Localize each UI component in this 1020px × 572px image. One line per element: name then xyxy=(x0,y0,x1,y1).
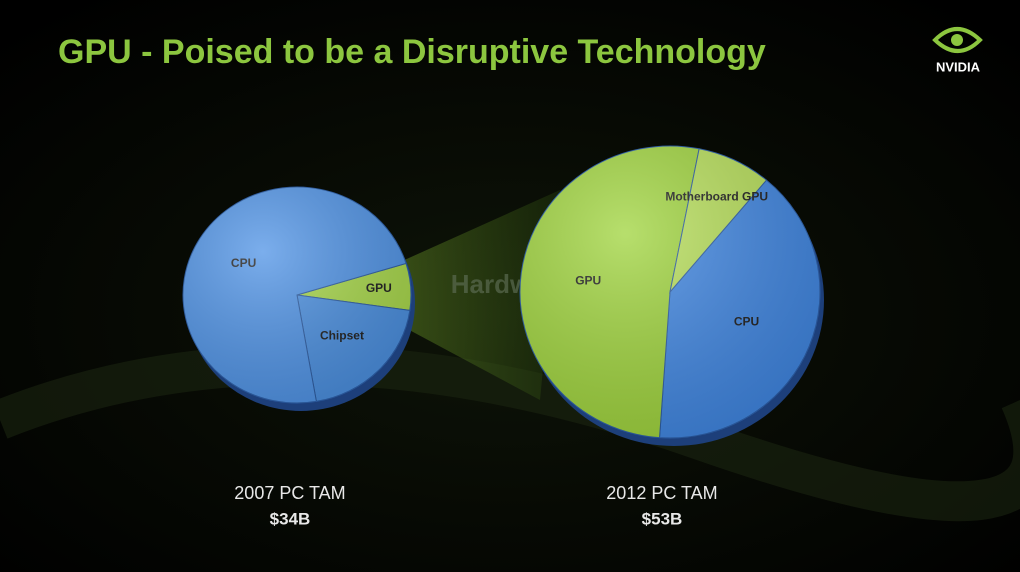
slice-label: GPU xyxy=(366,281,392,295)
slide-title: GPU - Poised to be a Disruptive Technolo… xyxy=(58,33,766,71)
slice-label: CPU xyxy=(734,314,759,328)
slice-label: Motherboard GPU xyxy=(665,189,768,203)
zoom-cone xyxy=(297,190,560,400)
slice-label: CPU xyxy=(231,256,256,270)
caption: 2007 PC TAM xyxy=(234,483,345,503)
slice-label: Chipset xyxy=(320,329,364,343)
caption: 2012 PC TAM xyxy=(606,483,717,503)
caption-value: $34B xyxy=(270,509,311,528)
caption-value: $53B xyxy=(642,509,683,528)
logo-text: NVIDIA xyxy=(936,59,981,74)
slice-label: GPU xyxy=(575,274,601,288)
logo: NVIDIA xyxy=(932,27,983,74)
